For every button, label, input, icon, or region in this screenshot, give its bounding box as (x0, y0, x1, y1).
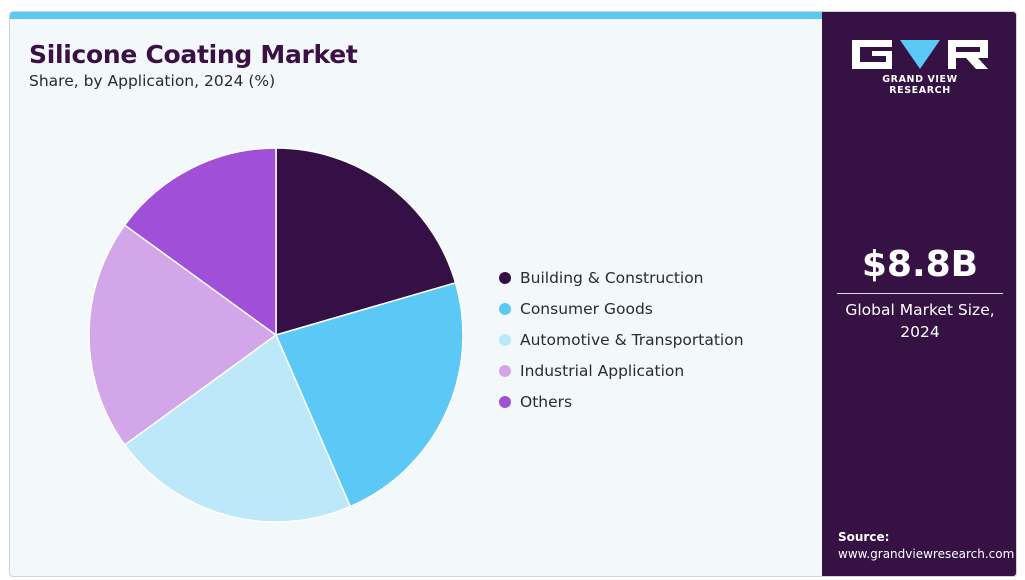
source-link[interactable]: www.grandviewresearch.com (838, 547, 1015, 561)
pie-slice-industrial-application (88, 224, 278, 446)
pie-slice-automotive-transportation (123, 333, 352, 523)
legend-item: Automotive & Transportation (499, 324, 744, 355)
source-label: Source: (838, 530, 890, 544)
legend-label: Consumer Goods (520, 299, 653, 318)
pie-slice-others (123, 147, 277, 337)
legend-swatch (499, 333, 511, 346)
logo-text: GRAND VIEW RESEARCH (882, 74, 958, 96)
chart-title: Silicone Coating Market (29, 40, 358, 69)
grand-view-research-logo: GRAND VIEW RESEARCH (850, 38, 990, 98)
legend-item: Building & Construction (499, 262, 744, 293)
legend-item: Others (499, 386, 744, 417)
legend-label: Automotive & Transportation (520, 330, 744, 349)
market-size-label: Global Market Size, 2024 (845, 301, 995, 341)
legend-label: Building & Construction (520, 268, 704, 287)
legend-item: Industrial Application (499, 355, 744, 386)
legend-swatch (499, 271, 511, 284)
legend-label: Others (520, 392, 573, 411)
gvr-logo-mark-icon (852, 40, 988, 69)
legend-label: Industrial Application (520, 361, 685, 380)
pie-chart (88, 147, 464, 523)
legend-item: Consumer Goods (499, 293, 744, 324)
legend-swatch (499, 395, 511, 408)
kpi-divider (837, 293, 1003, 294)
chart-legend: Building & Construction Consumer Goods Aut… (499, 262, 744, 417)
chart-card: Silicone Coating Market Share, by Applic… (9, 11, 1017, 577)
pie-slice-building-construction (275, 147, 457, 336)
accent-top-bar (10, 12, 822, 19)
pie-slice-consumer-goods (274, 281, 464, 508)
legend-swatch (499, 302, 511, 315)
chart-subtitle: Share, by Application, 2024 (%) (29, 72, 276, 90)
legend-swatch (499, 364, 511, 377)
sidebar-panel: GRAND VIEW RESEARCH $8.8B Global Market … (822, 12, 1016, 576)
market-size-value: $8.8B (861, 244, 979, 285)
